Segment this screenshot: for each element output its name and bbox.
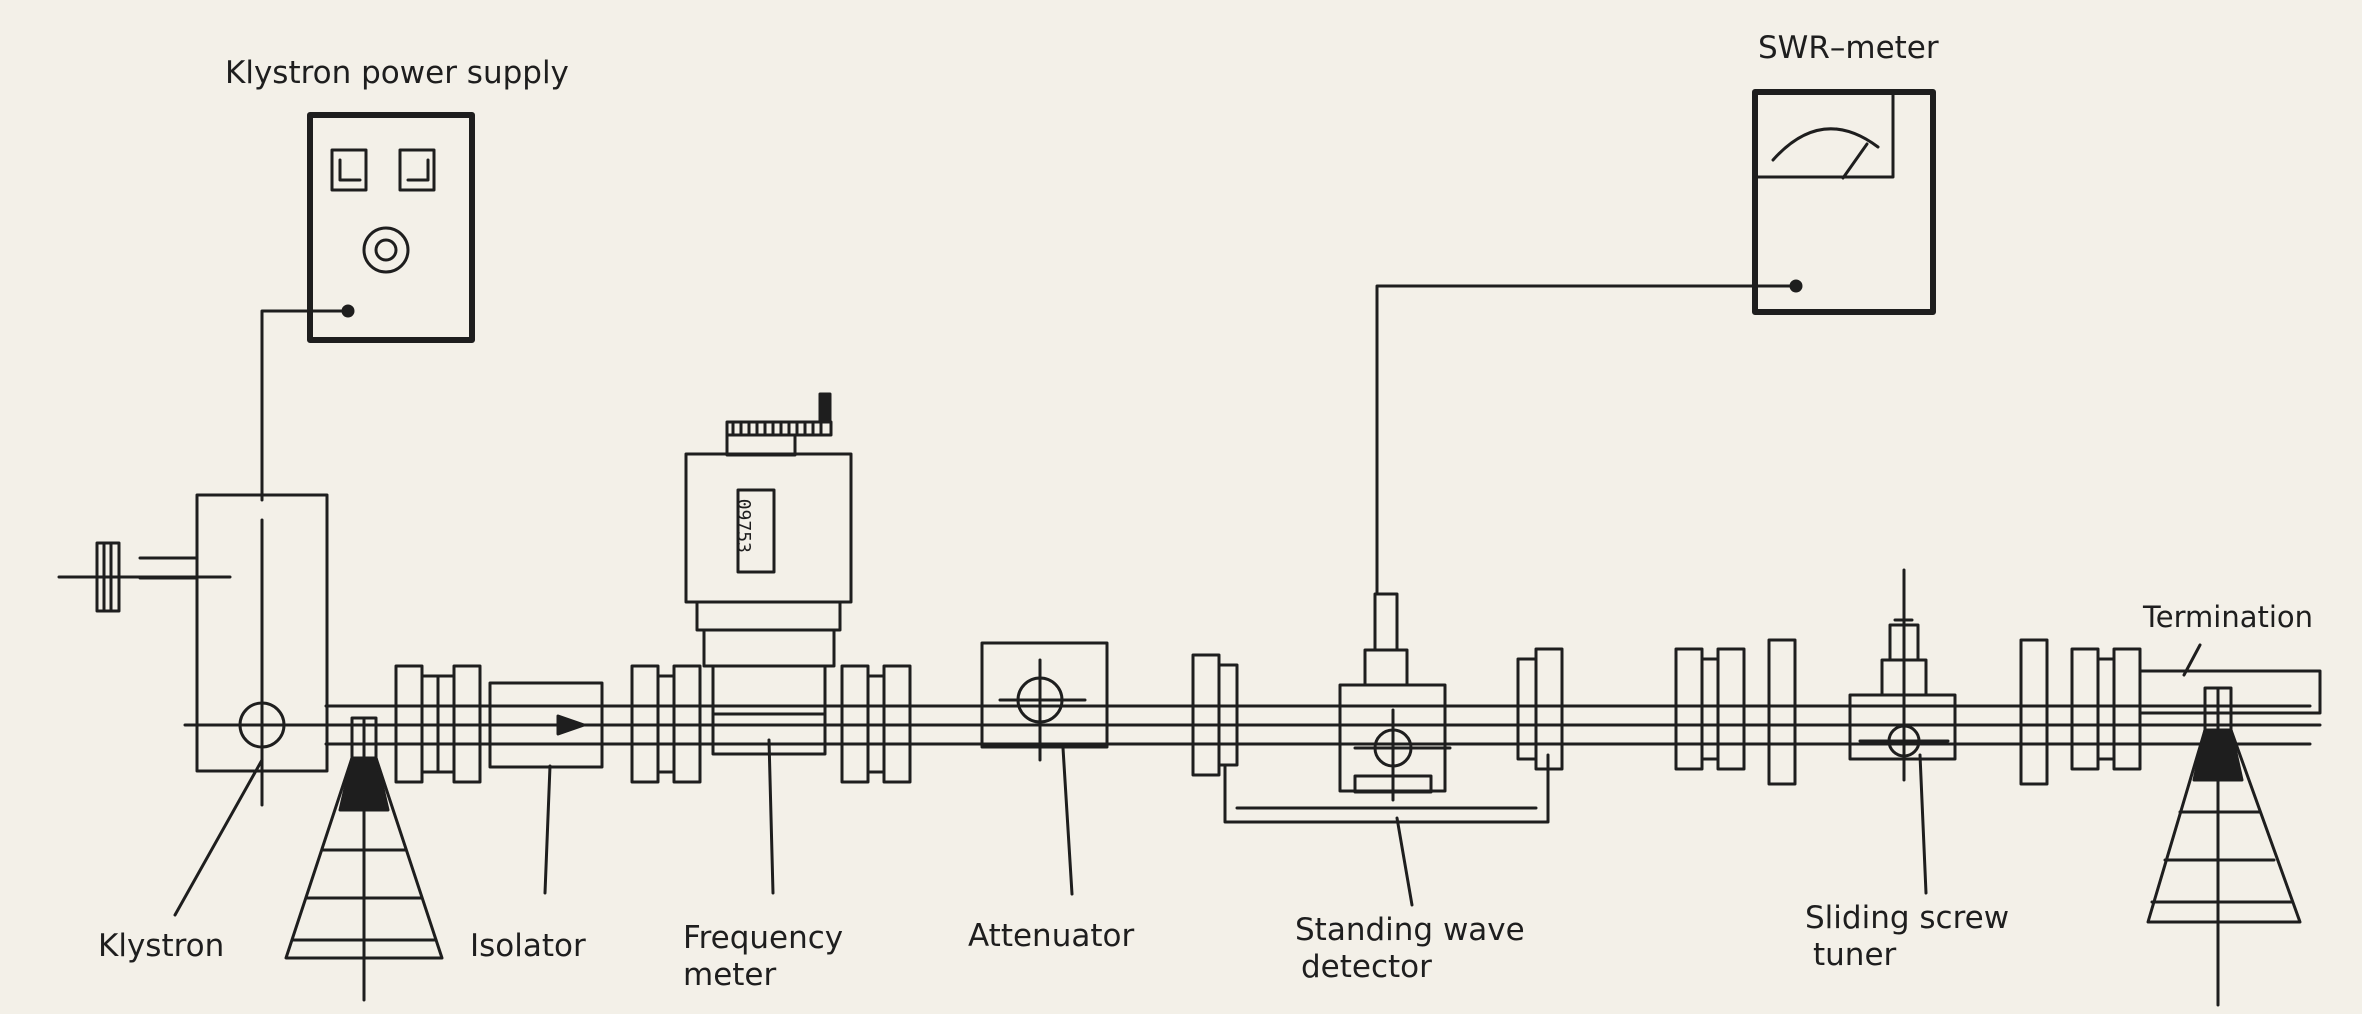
isolator-label: Isolator <box>470 928 586 964</box>
sliding-screw-tuner-label-line-1: Sliding screw <box>1805 900 2010 936</box>
swr-meter-label: SWR–meter <box>1758 30 1939 66</box>
frequency-meter-readout: 09753 <box>732 498 754 553</box>
klystron <box>57 493 329 807</box>
klystron-power-supply <box>307 112 475 343</box>
attenuator <box>980 641 1109 896</box>
flange-pair-4 <box>1674 647 1746 771</box>
klystron-label: Klystron <box>98 928 225 964</box>
sliding-screw-tuner-label-line-2: tuner <box>1813 937 1897 974</box>
sliding-screw-tuner-label: Sliding screw tuner <box>1805 900 2009 974</box>
isolator <box>488 681 604 895</box>
swr-meter <box>1752 89 1936 315</box>
flange-pair-3 <box>840 664 912 784</box>
frequency-meter-label-line-1: Frequency <box>683 920 844 956</box>
klystron-leader <box>173 758 264 917</box>
standing-wave-detector-label-line-1: Standing wave <box>1295 912 1525 948</box>
standing-wave-detector-label: Standing wave detector <box>1295 912 1525 986</box>
klystron-power-supply-label: Klystron power supply <box>225 55 569 91</box>
termination-horn <box>2138 643 2322 1007</box>
frequency-meter-label-line-2: meter <box>683 957 777 994</box>
horn-antenna-left <box>284 716 444 1002</box>
attenuator-label: Attenuator <box>968 918 1135 954</box>
termination-label: Termination <box>2143 600 2314 634</box>
flange-pair-1 <box>394 664 482 784</box>
frequency-meter-label: Frequency meter <box>683 920 843 994</box>
power-cable <box>260 309 350 502</box>
frequency-meter <box>684 392 853 895</box>
flange-pair-2 <box>630 664 702 784</box>
flange-pair-5 <box>2070 647 2142 771</box>
detector-cable <box>1375 284 1798 596</box>
sliding-screw-tuner <box>1767 568 2049 895</box>
standing-wave-detector-label-line-2: detector <box>1301 949 1432 986</box>
standing-wave-detector <box>1191 592 1564 907</box>
